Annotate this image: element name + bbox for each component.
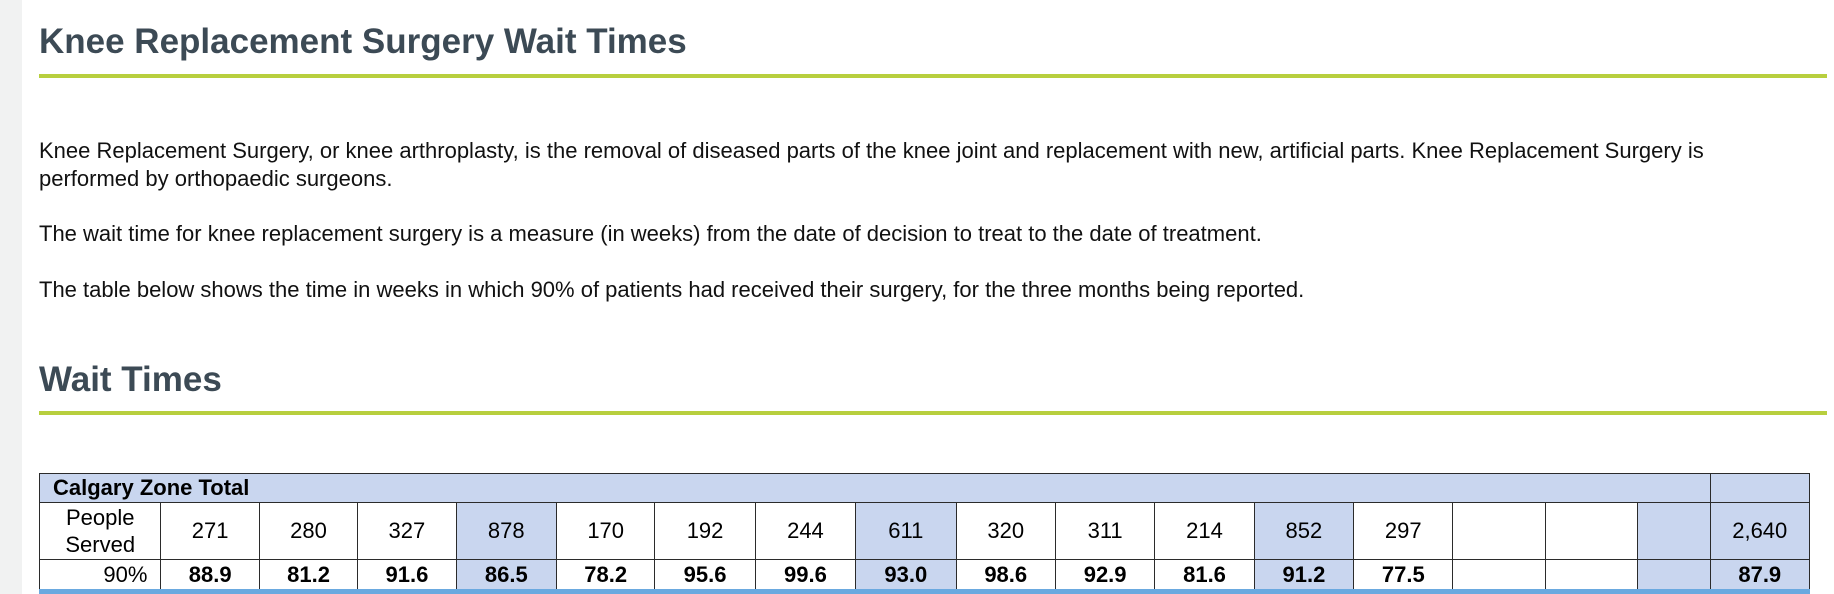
- pct-quarter-cell: 86.5: [455, 559, 557, 591]
- left-gutter: [0, 0, 22, 594]
- people-served-row: People Served 271 280 327 878 170 192 24…: [38, 502, 1811, 560]
- page-title: Knee Replacement Surgery Wait Times: [39, 22, 687, 61]
- zone-total-header: [1709, 473, 1811, 503]
- intro-paragraph-3: The table below shows the time in weeks …: [39, 277, 1305, 302]
- pct-cell: 91.6: [357, 559, 457, 591]
- served-cell: 244: [754, 502, 857, 560]
- section-divider: [39, 411, 1827, 415]
- served-cell: 192: [654, 502, 756, 560]
- served-cell: 327: [357, 502, 457, 560]
- pct-cell: 92.9: [1054, 559, 1156, 591]
- served-cell: 297: [1353, 502, 1454, 560]
- pct-cell: 98.6: [955, 559, 1056, 591]
- served-quarter-cell: 852: [1253, 502, 1355, 560]
- pct-quarter-cell: 93.0: [855, 559, 957, 591]
- served-cell: 311: [1054, 502, 1156, 560]
- served-total-cell: 2,640: [1709, 502, 1811, 560]
- served-cell: 170: [555, 502, 656, 560]
- pct-cell: 77.5: [1353, 559, 1454, 591]
- served-cell: 214: [1154, 502, 1255, 560]
- percentile-row: 90% 88.9 81.2 91.6 86.5 78.2 95.6 99.6 9…: [38, 559, 1811, 591]
- served-cell: [1544, 502, 1639, 560]
- intro-paragraph-2: The wait time for knee replacement surge…: [39, 221, 1262, 246]
- wait-times-table: Calgary Zone Total People Served 271 280…: [38, 473, 1811, 591]
- title-divider: [39, 74, 1827, 78]
- served-quarter-cell: 611: [855, 502, 957, 560]
- pct-cell: 78.2: [555, 559, 656, 591]
- pct-cell: 81.2: [258, 559, 359, 591]
- pct-cell: 81.6: [1154, 559, 1255, 591]
- served-quarter-cell: 878: [455, 502, 557, 560]
- pct-total-cell: 87.9: [1709, 559, 1811, 591]
- percentile-label: 90%: [38, 559, 162, 591]
- next-zone-band: [39, 589, 1810, 594]
- pct-cell: 99.6: [754, 559, 857, 591]
- served-cell: 280: [258, 502, 359, 560]
- pct-cell: 95.6: [654, 559, 756, 591]
- pct-cell: [1452, 559, 1546, 591]
- pct-quarter-cell: [1637, 559, 1711, 591]
- served-cell: 271: [160, 502, 260, 560]
- pct-quarter-cell: 91.2: [1253, 559, 1355, 591]
- pct-cell: 88.9: [160, 559, 260, 591]
- zone-header-row: Calgary Zone Total: [39, 473, 1811, 503]
- pct-cell: [1544, 559, 1639, 591]
- people-served-label: People Served: [38, 502, 162, 560]
- intro-paragraph-1: Knee Replacement Surgery, or knee arthro…: [39, 138, 1704, 191]
- section-title: Wait Times: [39, 360, 222, 399]
- served-quarter-cell: [1637, 502, 1711, 560]
- served-cell: 320: [955, 502, 1056, 560]
- served-cell: [1452, 502, 1546, 560]
- zone-label: Calgary Zone Total: [39, 473, 1711, 503]
